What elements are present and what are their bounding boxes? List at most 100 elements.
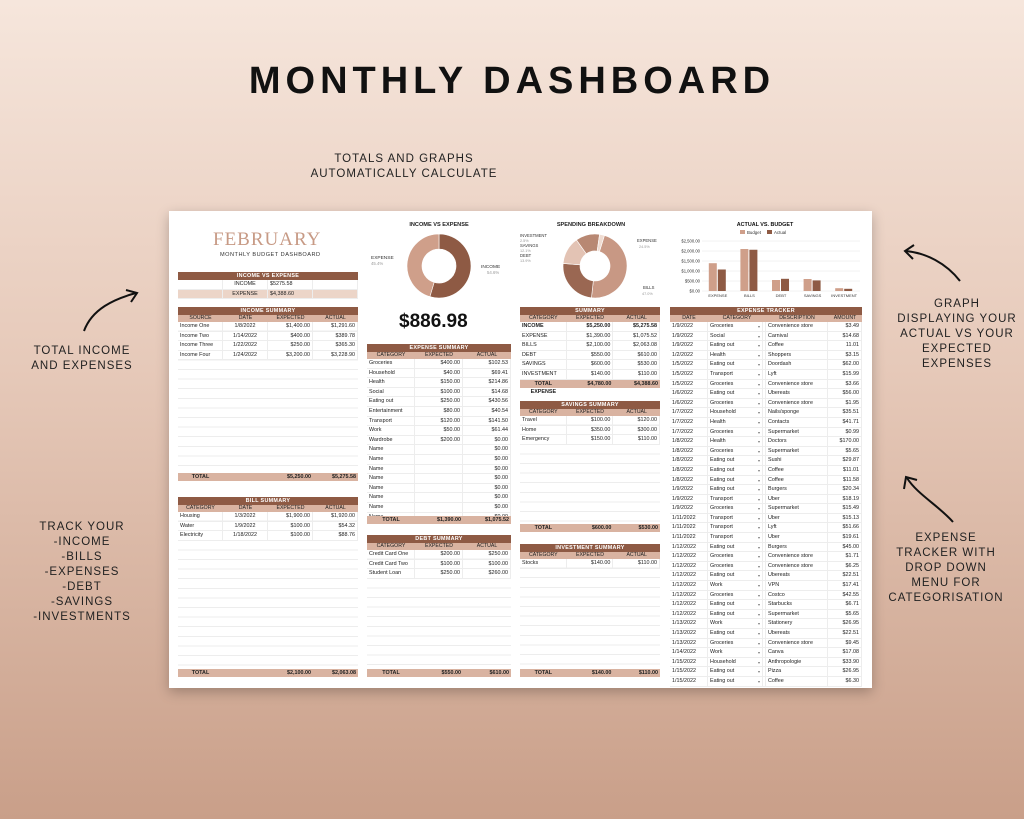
dropdown-icon[interactable]: ▾	[756, 437, 763, 446]
category-dropdown[interactable]: Health ▾	[708, 417, 766, 427]
dropdown-icon[interactable]: ▾	[756, 609, 763, 619]
category-dropdown[interactable]: Groceries ▾	[708, 638, 766, 648]
category-dropdown[interactable]: Household ▾	[708, 408, 766, 417]
dropdown-icon[interactable]: ▾	[756, 504, 763, 513]
dropdown-icon[interactable]: ▾	[756, 341, 763, 350]
category-dropdown[interactable]: Work ▾	[708, 619, 766, 628]
category-dropdown[interactable]: Eating out ▾	[708, 600, 766, 609]
category-dropdown[interactable]: Groceries ▾	[708, 322, 766, 331]
category-dropdown[interactable]: Transport ▾	[708, 513, 766, 523]
table-cell: Lyft	[766, 523, 828, 533]
table-cell: $33.90	[828, 657, 862, 667]
dropdown-icon[interactable]: ▾	[756, 581, 763, 590]
dropdown-icon[interactable]: ▾	[756, 542, 763, 552]
category-dropdown[interactable]: Eating out ▾	[708, 456, 766, 465]
category-dropdown[interactable]: Groceries ▾	[708, 398, 766, 408]
dropdown-icon[interactable]: ▾	[756, 638, 763, 648]
table-cell: 1/8/2022	[670, 456, 708, 465]
dropdown-icon[interactable]: ▾	[756, 369, 763, 379]
dropdown-icon[interactable]: ▾	[756, 523, 763, 533]
dropdown-icon[interactable]: ▾	[756, 360, 763, 369]
table-cell: Ubereats	[766, 629, 828, 638]
table-cell: $3,228.90	[313, 350, 358, 360]
table-cell: $51.66	[828, 523, 862, 533]
category-dropdown[interactable]: Social ▾	[708, 331, 766, 341]
category-dropdown[interactable]: Health ▾	[708, 350, 766, 360]
category-dropdown[interactable]: Transport ▾	[708, 523, 766, 533]
table-cell: $110.00	[613, 559, 661, 568]
category-dropdown[interactable]: Groceries ▾	[708, 504, 766, 513]
dropdown-icon[interactable]: ▾	[756, 475, 763, 485]
category-dropdown[interactable]: Eating out ▾	[708, 542, 766, 552]
category-dropdown[interactable]: Eating out ▾	[708, 465, 766, 475]
category-dropdown[interactable]: Eating out ▾	[708, 341, 766, 350]
dropdown-icon[interactable]: ▾	[756, 408, 763, 417]
table-cell: 1/5/2022	[670, 379, 708, 389]
category-dropdown[interactable]: Groceries ▾	[708, 446, 766, 456]
dropdown-icon[interactable]: ▾	[756, 533, 763, 542]
dropdown-icon[interactable]: ▾	[756, 456, 763, 465]
pie-slice	[596, 233, 605, 253]
category-dropdown[interactable]: Eating out ▾	[708, 475, 766, 485]
category-dropdown[interactable]: Eating out ▾	[708, 485, 766, 494]
table-cell: SAVINGS	[520, 360, 567, 369]
dropdown-icon[interactable]: ▾	[756, 398, 763, 408]
category-dropdown[interactable]: Health ▾	[708, 437, 766, 446]
category-dropdown[interactable]: Household ▾	[708, 657, 766, 667]
category-dropdown[interactable]: Work ▾	[708, 648, 766, 657]
dropdown-icon[interactable]: ▾	[756, 446, 763, 456]
category-dropdown[interactable]: Eating out ▾	[708, 676, 766, 686]
dropdown-icon[interactable]: ▾	[756, 600, 763, 609]
table-cell: 1/9/2022	[670, 341, 708, 350]
table-cell: 1/12/2022	[670, 581, 708, 590]
table-row: Name $0.00	[367, 483, 511, 494]
category-dropdown[interactable]: Groceries ▾	[708, 427, 766, 437]
dropdown-icon[interactable]: ▾	[756, 465, 763, 475]
table-cell: $120.00	[415, 416, 463, 426]
category-dropdown[interactable]: Eating out ▾	[708, 629, 766, 638]
dropdown-icon[interactable]: ▾	[756, 561, 763, 571]
dropdown-icon[interactable]: ▾	[756, 322, 763, 331]
category-dropdown[interactable]: Transport ▾	[708, 494, 766, 504]
category-dropdown[interactable]: Eating out ▾	[708, 667, 766, 676]
dropdown-icon[interactable]: ▾	[756, 417, 763, 427]
table-cell: Coffee	[766, 341, 828, 350]
category-dropdown[interactable]: Groceries ▾	[708, 379, 766, 389]
dropdown-icon[interactable]: ▾	[756, 389, 763, 398]
dropdown-icon[interactable]: ▾	[756, 657, 763, 667]
category-dropdown[interactable]: Eating out ▾	[708, 571, 766, 581]
category-dropdown[interactable]: Groceries ▾	[708, 561, 766, 571]
category-dropdown[interactable]: Eating out ▾	[708, 609, 766, 619]
category-dropdown[interactable]: Eating out ▾	[708, 389, 766, 398]
dropdown-icon[interactable]: ▾	[756, 629, 763, 638]
category-dropdown[interactable]: Groceries ▾	[708, 552, 766, 561]
arrow-left-top-icon	[83, 289, 139, 332]
dropdown-icon[interactable]: ▾	[756, 379, 763, 389]
dropdown-icon[interactable]: ▾	[756, 552, 763, 561]
category-dropdown[interactable]: Work ▾	[708, 581, 766, 590]
table-cell: 1/12/2022	[670, 600, 708, 609]
dropdown-icon[interactable]: ▾	[756, 667, 763, 676]
dropdown-icon[interactable]: ▾	[756, 590, 763, 600]
table-cell	[313, 289, 358, 299]
table-cell: Convenience store	[766, 552, 828, 561]
table-row: 1/5/2022 Transport ▾ Lyft $15.99	[670, 369, 862, 380]
dropdown-icon[interactable]: ▾	[756, 648, 763, 657]
column-header: ACTUAL	[325, 315, 346, 321]
dropdown-icon[interactable]: ▾	[756, 494, 763, 504]
dropdown-icon[interactable]: ▾	[756, 513, 763, 523]
dropdown-icon[interactable]: ▾	[756, 427, 763, 437]
dropdown-icon[interactable]: ▾	[756, 619, 763, 628]
category-dropdown[interactable]: Groceries ▾	[708, 590, 766, 600]
y-tick-label: $2,000.00	[681, 249, 700, 254]
bar-budget	[835, 288, 844, 291]
dropdown-icon[interactable]: ▾	[756, 676, 763, 686]
category-dropdown[interactable]: Eating out ▾	[708, 360, 766, 369]
category-dropdown[interactable]: Transport ▾	[708, 533, 766, 542]
dropdown-icon[interactable]: ▾	[756, 331, 763, 341]
dropdown-icon[interactable]: ▾	[756, 571, 763, 581]
dropdown-icon[interactable]: ▾	[756, 485, 763, 494]
category-dropdown[interactable]: Transport ▾	[708, 369, 766, 379]
table-cell: Credit Card Two	[367, 559, 415, 569]
dropdown-icon[interactable]: ▾	[756, 350, 763, 360]
